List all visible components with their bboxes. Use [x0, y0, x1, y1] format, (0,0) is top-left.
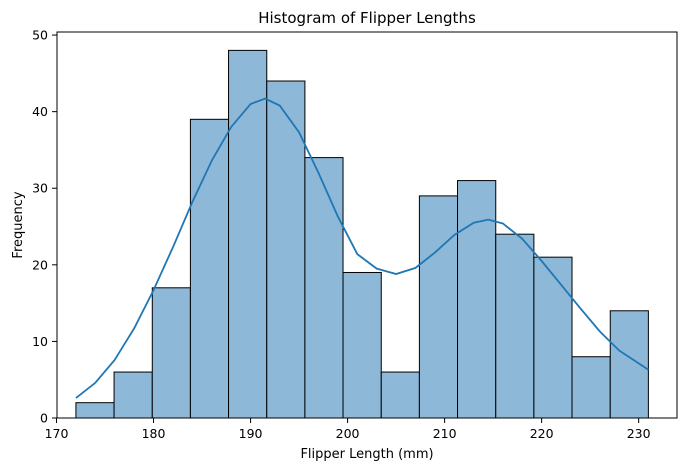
y-tick-label: 0: [40, 411, 48, 426]
x-tick-label: 190: [239, 426, 263, 441]
x-tick-label: 180: [142, 426, 166, 441]
y-tick-label: 50: [32, 28, 48, 43]
y-tick-label: 20: [32, 257, 48, 272]
y-axis-ticks: 0 10 20 30 40 50: [32, 28, 57, 426]
histogram-bars: [75, 49, 649, 419]
histogram-bar: [609, 310, 649, 419]
histogram-bar: [457, 180, 497, 419]
axes-frame: [56, 31, 678, 419]
histogram-bar: [228, 49, 268, 419]
y-tick-label: 30: [32, 181, 48, 196]
histogram-bar: [380, 371, 420, 419]
chart-title: Histogram of Flipper Lengths: [258, 9, 476, 27]
x-axis-label: Flipper Length (mm): [300, 447, 433, 462]
kde-line: [75, 97, 649, 399]
histogram-bar: [342, 271, 382, 419]
histogram-bar: [304, 157, 344, 419]
histogram-bar: [533, 256, 573, 419]
x-tick-label: 170: [45, 426, 69, 441]
y-tick-label: 10: [32, 334, 48, 349]
histogram-bar: [113, 371, 153, 419]
histogram-bar: [495, 233, 535, 419]
histogram-bar: [571, 356, 611, 419]
histogram-bar: [75, 402, 115, 419]
x-tick-label: 220: [530, 426, 554, 441]
x-tick-label: 210: [433, 426, 457, 441]
x-tick-label: 200: [336, 426, 360, 441]
histogram-bar: [189, 118, 230, 419]
histogram-bar: [418, 195, 459, 419]
x-axis-ticks: 170 180 190 200 210 220 230: [45, 418, 651, 441]
histogram-bar: [266, 80, 306, 419]
histogram-bar: [151, 287, 191, 419]
y-axis-label: Frequency: [11, 191, 26, 258]
y-tick-label: 40: [32, 104, 48, 119]
x-tick-label: 230: [627, 426, 651, 441]
